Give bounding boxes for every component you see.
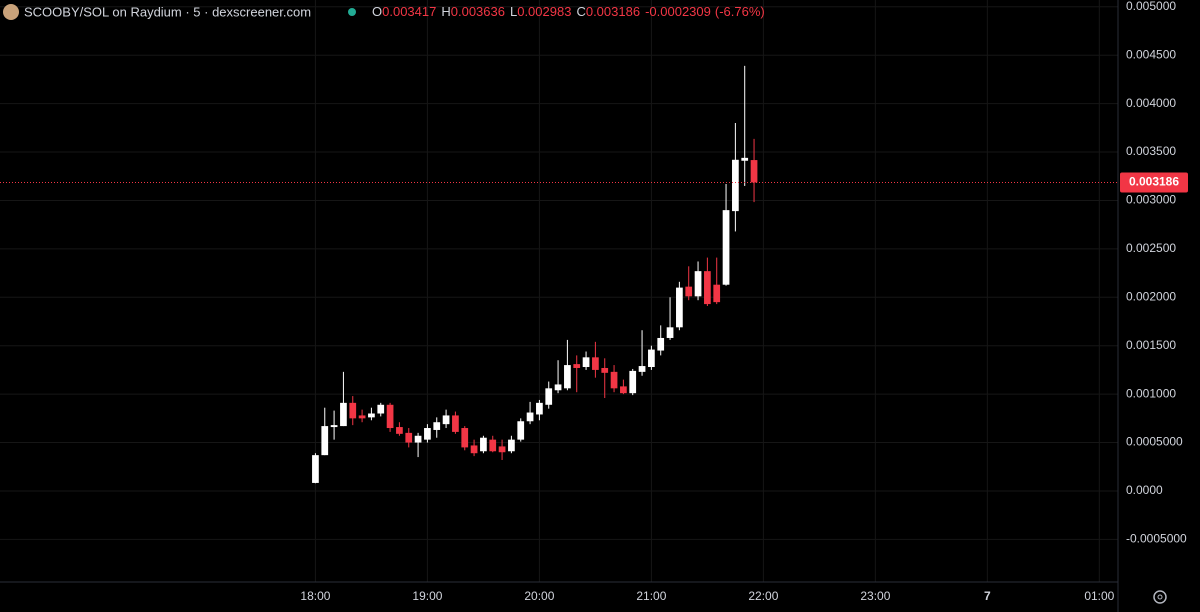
candle-body [592,357,599,370]
candle-body [340,402,347,427]
candle-body [601,367,609,373]
candle-body [358,415,366,419]
ohlc-value: 0.002983 [517,4,571,19]
candle-body [386,404,394,429]
chart-title: SCOOBY/SOL on Raydium · 5 · dexscreener.… [24,4,311,19]
candle-body [321,426,329,456]
y-tick-label: 0.0005000 [1126,435,1183,449]
candle-body [676,287,683,328]
candle-body [573,364,581,368]
candle-body [582,357,590,368]
candle-body [480,437,487,452]
grid [0,0,1118,582]
y-tick-label: 0.002500 [1126,241,1176,255]
ohlc-label: C [576,4,585,19]
candle-body [536,402,543,415]
candle-body [610,371,618,389]
candle-body [442,415,450,425]
x-tick-label: 22:00 [748,589,778,603]
last-price-label: 0.003186 [1129,175,1179,189]
candle-body [461,428,469,448]
candle-body [368,413,375,418]
candle-body [750,160,758,183]
ohlc-value: 0.003186 [586,4,640,19]
x-tick-label: 21:00 [636,589,666,603]
candles [0,65,1118,484]
candle-body [414,435,422,443]
candle-body [666,327,674,338]
y-tick-label: 0.004500 [1126,47,1176,61]
candle-body [554,384,562,391]
x-tick-label: 19:00 [412,589,442,603]
candle-body [377,404,385,414]
ohlc-value: 0.003417 [382,4,436,19]
candle-body [433,422,441,430]
y-tick-label: 0.0000 [1126,483,1163,497]
candle-body [648,349,655,368]
candle-body [405,432,413,443]
candle-body [564,365,571,389]
token-icon [3,4,19,20]
y-tick-label: 0.003500 [1126,144,1176,158]
change-pct: (-6.76%) [715,4,765,19]
candle-body [704,271,711,305]
candle-body [470,445,478,454]
candle-body [330,425,338,428]
candle-body [312,455,319,483]
ohlc-label: H [441,4,450,19]
candle-body [517,421,525,440]
change-value: -0.0002309 [645,4,711,19]
candle-body [489,439,497,452]
x-tick-label: 18:00 [300,589,330,603]
candle-body [620,386,627,394]
candle-body [498,446,506,453]
ohlc-label: L [510,4,517,19]
candle-body [685,286,693,297]
candle-body [741,157,749,161]
axes: 0.005000 0.004500 0.004000 0.003500 0.003000… [300,0,1188,603]
x-tick-label: 7 [984,589,991,603]
x-tick-label: 23:00 [860,589,890,603]
candle-body [526,412,534,422]
candle-body [722,210,730,285]
candle-body [508,439,515,452]
candle-body [424,428,431,440]
candle-body [713,284,721,303]
y-tick-label: 0.002000 [1126,289,1176,303]
y-tick-label: 0.004000 [1126,96,1176,110]
candle-body [545,388,553,405]
ohlc-legend: O0.003417 H0.003636 L0.002983 C0.003186 -0.0… [372,4,765,19]
candle-body [629,370,637,394]
candle-body [694,271,702,297]
ohlc-label: O [372,4,382,19]
settings-icon-center [1157,594,1163,600]
y-tick-label: 0.001000 [1126,386,1176,400]
last-price-box [1120,172,1188,193]
candle-body [732,159,739,212]
y-tick-label: 0.003000 [1126,193,1176,207]
y-tick-label: 0.001500 [1126,338,1176,352]
candle-body [452,415,459,432]
y-tick-label: -0.0005000 [1126,532,1187,546]
candle-body [657,337,665,351]
candle-body [396,427,403,434]
y-tick-label: 0.005000 [1126,0,1176,13]
status-dot[interactable] [348,8,356,16]
ohlc-value: 0.003636 [451,4,505,19]
candle-body [349,402,357,419]
settings-icon[interactable] [1153,590,1167,604]
x-tick-label: 20:00 [524,589,554,603]
x-tick-label: 01:00 [1084,589,1114,603]
candle-body [638,366,646,372]
